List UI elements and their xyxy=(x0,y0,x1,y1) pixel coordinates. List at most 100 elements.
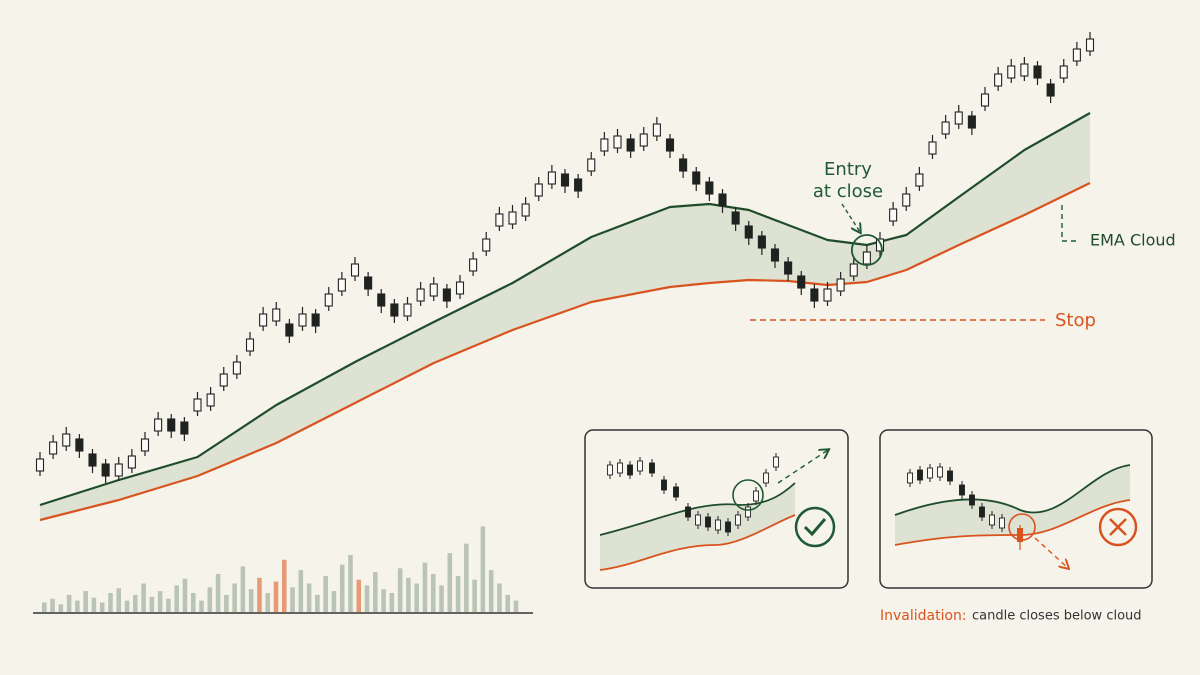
candle-layer xyxy=(35,32,1095,483)
candle-body xyxy=(626,138,635,152)
candle-body xyxy=(889,208,898,222)
volume-bar xyxy=(455,575,461,612)
candle-body xyxy=(902,193,911,207)
volume-bar xyxy=(331,591,337,612)
volume-bar xyxy=(290,587,295,612)
entry-circle xyxy=(850,234,883,266)
mini-body xyxy=(989,514,995,526)
entry-arrow xyxy=(841,203,860,232)
volume-bar xyxy=(91,597,97,612)
mini-body xyxy=(773,456,779,468)
mini-upper xyxy=(599,482,796,536)
mini-body xyxy=(1017,528,1023,542)
candle-body xyxy=(350,263,360,277)
volume-bar xyxy=(240,566,246,612)
volume-bar xyxy=(133,594,138,612)
candle-body xyxy=(1020,63,1029,77)
candle-body xyxy=(600,138,609,152)
cloud-layer xyxy=(39,112,1091,522)
note-text: candle closes below cloud xyxy=(972,609,1142,624)
volume-bar xyxy=(464,543,469,612)
volume-bar xyxy=(232,583,237,612)
candle-body xyxy=(114,463,123,477)
mini-body xyxy=(705,516,711,528)
cross-icon xyxy=(1098,507,1138,547)
check-mark xyxy=(803,518,827,537)
volume-bar xyxy=(472,579,477,612)
break-circle xyxy=(1008,513,1036,541)
candle-body xyxy=(127,455,136,469)
volume-bar xyxy=(389,593,395,612)
cloud-lower xyxy=(39,182,1091,522)
volume-bar xyxy=(488,570,494,612)
cloud-label: EMA Cloud xyxy=(1090,231,1176,250)
candle-body xyxy=(1046,83,1055,97)
volume-bar xyxy=(116,588,122,612)
candle-body xyxy=(692,171,701,185)
candle-body xyxy=(1072,48,1081,62)
mini-body xyxy=(917,469,923,481)
stop-label: Stop xyxy=(1055,310,1096,331)
mini-body xyxy=(637,460,643,472)
candle-body xyxy=(836,278,845,292)
mini-body xyxy=(969,494,975,506)
volume-bar xyxy=(439,585,444,612)
mini-body xyxy=(927,467,933,479)
volume-bar xyxy=(166,598,171,612)
candle-body xyxy=(744,225,753,239)
candle-body xyxy=(587,158,596,172)
candle-body xyxy=(232,361,241,375)
volume-bar xyxy=(66,594,72,612)
candle-body xyxy=(862,251,871,265)
mini-body xyxy=(753,490,759,502)
note-label: Invalidation: xyxy=(880,608,967,624)
up-arrow xyxy=(777,450,828,484)
candle-body xyxy=(1033,65,1042,79)
candle-body xyxy=(455,281,465,295)
mini-body xyxy=(715,519,721,531)
mini-lower xyxy=(599,514,796,571)
mini-candles xyxy=(907,463,1005,532)
mini-body xyxy=(907,472,913,484)
volume-bar xyxy=(480,526,486,612)
volume-bar xyxy=(182,578,188,612)
candle-body xyxy=(140,438,150,452)
candle-body xyxy=(49,441,58,455)
candle-body xyxy=(810,288,819,302)
candle-body xyxy=(613,135,622,149)
mini-body xyxy=(695,514,701,526)
candle-body xyxy=(101,463,110,477)
candle-body xyxy=(180,421,189,435)
volume-bar xyxy=(348,555,353,612)
volume-bar xyxy=(83,591,88,612)
candle-body xyxy=(770,248,780,262)
candle-body xyxy=(62,433,71,447)
volume-bar xyxy=(265,593,270,612)
candle-body xyxy=(534,183,543,197)
volume-bar xyxy=(124,600,130,612)
volume-bar xyxy=(298,570,304,612)
volume-bar xyxy=(381,589,386,612)
volume-bar xyxy=(224,594,229,612)
volume-bar xyxy=(497,583,502,612)
mini-body xyxy=(735,514,741,526)
candle-body xyxy=(298,313,307,327)
candle-body xyxy=(337,278,346,292)
candle-body xyxy=(206,393,215,407)
candle-body xyxy=(757,235,766,249)
volume-bar xyxy=(406,577,411,612)
candle-body xyxy=(259,313,268,327)
candle-body xyxy=(679,158,688,172)
mini-body xyxy=(673,486,679,498)
mini-body xyxy=(999,517,1005,529)
candle-body xyxy=(272,308,281,322)
mini-body xyxy=(947,470,953,482)
candle-body xyxy=(390,303,399,317)
candle-body xyxy=(928,141,937,155)
candle-body xyxy=(574,178,583,192)
candle-body xyxy=(521,203,530,217)
volume-bar xyxy=(215,574,221,612)
candle-body xyxy=(364,276,373,290)
volume-bar xyxy=(248,589,254,612)
